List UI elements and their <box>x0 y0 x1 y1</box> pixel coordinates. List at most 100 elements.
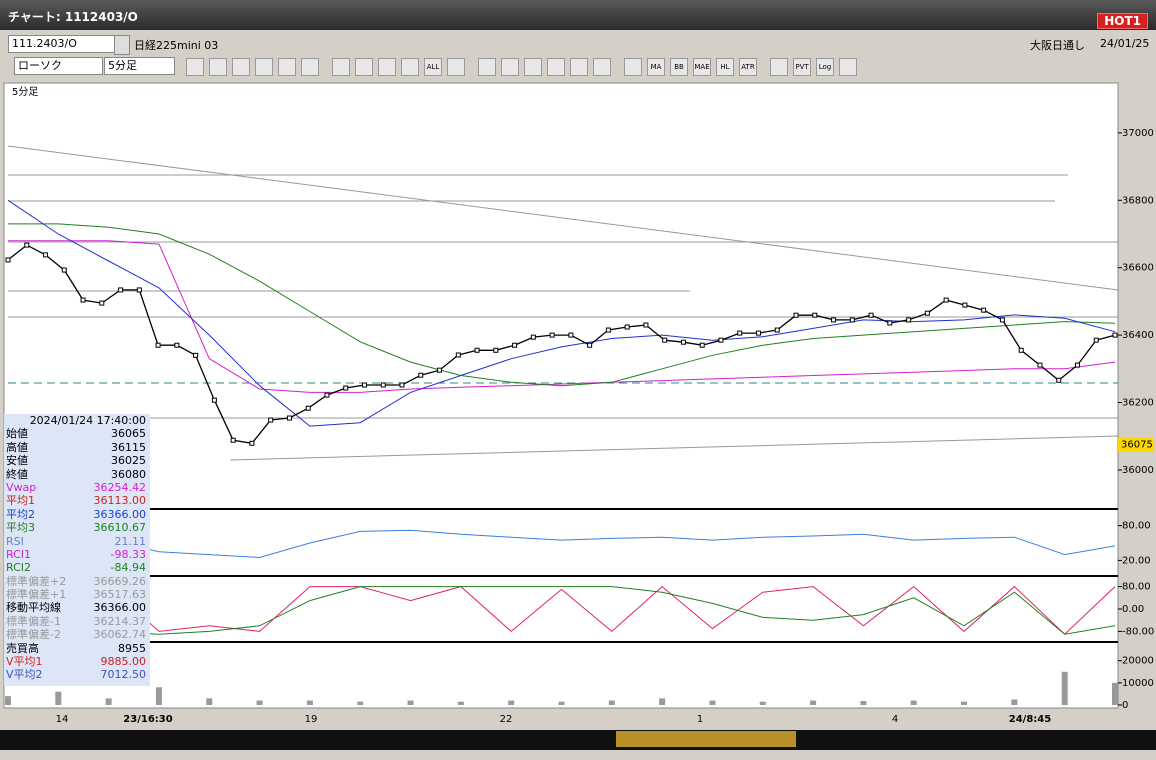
volume-bar <box>5 696 11 705</box>
interval-select[interactable]: 5分足 <box>104 57 175 75</box>
tool-button[interactable] <box>278 58 296 76</box>
close-mark <box>662 337 668 343</box>
y-tick-label: 0 <box>1122 700 1128 711</box>
y-tick-label: 36600 <box>1122 263 1154 274</box>
tool-button[interactable]: PVT <box>793 58 811 76</box>
tool-button[interactable] <box>232 58 250 76</box>
rsi-line <box>7 529 1116 559</box>
info-value: -84.94 <box>110 561 146 575</box>
plot-bg <box>3 82 1119 709</box>
close-mark <box>549 332 555 338</box>
close-mark <box>24 242 30 248</box>
info-label: 高値 <box>6 440 28 454</box>
info-label: 移動平均線 <box>6 601 61 615</box>
volume-bar <box>256 700 263 705</box>
info-row: 標準偏差-2 36062.74 <box>4 628 150 641</box>
tool-button[interactable] <box>501 58 519 76</box>
market: 大阪日通し <box>1030 39 1085 52</box>
vwap-line <box>8 240 1116 393</box>
tool-button[interactable] <box>255 58 273 76</box>
close-mark <box>530 334 536 340</box>
y-tick-label: 36400 <box>1122 330 1154 341</box>
tool-button[interactable]: BB <box>670 58 688 76</box>
scrollbar[interactable] <box>0 730 1156 750</box>
volume-bar <box>860 701 867 705</box>
tool-button[interactable] <box>570 58 588 76</box>
close-mark <box>249 440 255 446</box>
x-tick-label: 22 <box>500 714 513 725</box>
tool-button[interactable] <box>186 58 204 76</box>
close-mark <box>680 339 686 345</box>
close-mark <box>849 317 855 323</box>
last-price-box <box>1118 437 1154 452</box>
tool-button[interactable] <box>770 58 788 76</box>
tool-button[interactable] <box>478 58 496 76</box>
scroll-thumb[interactable] <box>616 731 796 747</box>
tool-button[interactable] <box>378 58 396 76</box>
close-mark <box>399 382 405 388</box>
info-label: 平均2 <box>6 507 35 521</box>
info-label: 安値 <box>6 454 28 468</box>
tool-button[interactable] <box>524 58 542 76</box>
y-tick-label: 36800 <box>1122 195 1154 206</box>
info-value: 36115 <box>111 440 146 454</box>
tool-button[interactable] <box>839 58 857 76</box>
tool-button[interactable] <box>332 58 350 76</box>
info-value: 36610.67 <box>93 521 147 535</box>
close-mark <box>324 392 330 398</box>
y-tick-label: 36200 <box>1122 398 1154 409</box>
ma2-line <box>7 199 1116 427</box>
close-mark <box>999 317 1005 323</box>
tool-button[interactable] <box>447 58 465 76</box>
close-mark <box>286 415 292 421</box>
chart: 5分足 36000 36200 36400 36600 36800 37000 36075 8… <box>0 82 1156 750</box>
info-value: 36366.00 <box>93 507 147 521</box>
symbol-code[interactable]: 111.2403/O <box>8 35 119 53</box>
close-mark <box>380 382 386 388</box>
info-value: 21.11 <box>114 534 147 548</box>
x-tick-label: 24/8:45 <box>1009 714 1051 725</box>
info-value: 36254.42 <box>93 480 147 494</box>
info-row: 平均2 36366.00 <box>4 508 150 521</box>
info-row: V平均2 7012.50 <box>4 668 150 681</box>
close-mark <box>699 342 705 348</box>
info-label: 始値 <box>6 427 28 441</box>
x-tick-label: 19 <box>305 714 318 725</box>
y-tick-label: -80.00 <box>1122 626 1154 637</box>
close-mark <box>5 257 11 263</box>
info-value: 36214.37 <box>93 614 147 628</box>
info-datetime: 2024/01/24 17:40:00 <box>29 414 146 427</box>
close-mark <box>118 287 124 293</box>
volume-bar <box>810 700 817 705</box>
tool-button[interactable] <box>624 58 642 76</box>
tool-button[interactable] <box>547 58 565 76</box>
tool-button[interactable]: MAE <box>693 58 711 76</box>
tool-button[interactable] <box>355 58 373 76</box>
info-label: RCI2 <box>6 561 32 575</box>
volume-bar <box>407 700 414 705</box>
tool-button[interactable] <box>401 58 419 76</box>
info-row: RCI2 -84.94 <box>4 561 150 574</box>
tool-button[interactable]: HL <box>716 58 734 76</box>
info-row: RCI1 -98.33 <box>4 548 150 561</box>
hot-badge[interactable]: HOT1 <box>1097 13 1148 29</box>
info-label: 標準偏差+2 <box>6 574 67 588</box>
tool-button[interactable]: ATR <box>739 58 757 76</box>
info-value: 36062.74 <box>93 628 147 642</box>
tool-button[interactable]: Log <box>816 58 834 76</box>
tool-button[interactable]: ALL <box>424 58 442 76</box>
tool-button[interactable] <box>593 58 611 76</box>
volume-bar <box>659 698 666 705</box>
x-tick-label: 4 <box>892 714 898 725</box>
period-label: 5分足 <box>12 86 38 98</box>
tool-button[interactable] <box>209 58 227 76</box>
volume-bar <box>357 701 364 705</box>
info-panel: 2024/01/24 17:40:00 始値 36065 高値 36115 安値 3602… <box>4 414 150 686</box>
tool-button[interactable] <box>301 58 319 76</box>
chart-type-select[interactable]: ローソク <box>14 57 103 75</box>
y-tick-label: 0.00 <box>1122 604 1144 615</box>
close-mark <box>80 297 86 303</box>
tool-button[interactable]: MA <box>647 58 665 76</box>
dropdown[interactable] <box>114 35 130 55</box>
